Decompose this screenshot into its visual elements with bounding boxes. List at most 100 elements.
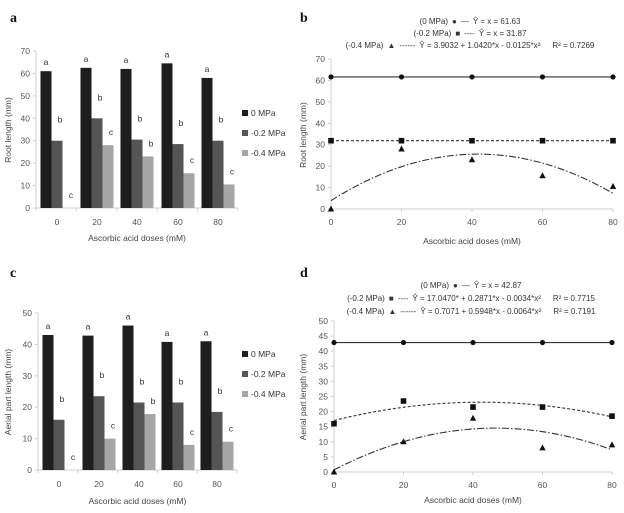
bar xyxy=(142,156,154,208)
series-name: (-0.2 MPa) xyxy=(414,29,452,38)
circle-marker xyxy=(328,74,334,80)
triangle-marker xyxy=(608,441,616,448)
circle-marker xyxy=(609,339,615,346)
bar xyxy=(120,68,132,208)
legend-label: -0.2 MPa xyxy=(251,128,286,138)
bar xyxy=(201,77,213,209)
series-name: (0 MPa) xyxy=(420,17,449,26)
bar xyxy=(172,402,184,470)
bar xyxy=(222,441,234,470)
series-name: (-0.4 MPa) xyxy=(347,307,385,316)
x-tick-label: 60 xyxy=(538,480,548,490)
significance-letter: b xyxy=(60,394,65,404)
square-legend-icon: ■ xyxy=(455,29,460,38)
x-tick-label: 80 xyxy=(212,479,222,489)
y-tick-label: 50 xyxy=(21,91,31,101)
square-marker xyxy=(328,137,334,144)
panel-label: d xyxy=(300,266,308,281)
y-tick-label: 30 xyxy=(319,376,329,386)
x-tick-label: 0 xyxy=(57,479,62,489)
bar-chart-c: c 0 10 20 30 40 50 Aerial part length (mm) 0 a b c 2… xyxy=(3,266,286,506)
significance-letter: b xyxy=(58,115,63,125)
bar xyxy=(183,173,195,208)
square-marker xyxy=(539,404,546,410)
triangle-marker xyxy=(539,172,546,179)
panel-label: a xyxy=(10,11,17,26)
equation-text: Ŷ = x = 42.87 xyxy=(474,281,522,290)
fit-line xyxy=(330,153,614,202)
legend-label: 0 MPa xyxy=(251,349,276,359)
equation-text: Ŷ = 17.0470* + 0.2871*x - 0.0034*x² xyxy=(412,294,541,303)
square-marker xyxy=(610,137,616,144)
square-marker xyxy=(539,137,546,144)
circle-marker xyxy=(469,74,475,80)
significance-letter: b xyxy=(98,92,103,102)
bar xyxy=(183,444,195,470)
y-axis-title: Aerial part length (mm) xyxy=(298,354,308,441)
bar xyxy=(133,402,145,470)
equation-text: Ŷ = 0.7071 + 0.5948*x - 0.0064*x² xyxy=(420,307,541,316)
x-tick-label: 60 xyxy=(538,217,548,227)
square-marker xyxy=(469,137,475,144)
x-tick-label: 40 xyxy=(134,479,144,489)
series-name: (-0.4 MPa) xyxy=(346,41,384,50)
y-tick-label: 60 xyxy=(21,68,31,78)
bar xyxy=(172,144,184,208)
significance-letter: b xyxy=(149,138,154,148)
significance-letter: b xyxy=(138,114,143,124)
equation-text: Ŷ = x = 31.87 xyxy=(479,29,527,38)
bar xyxy=(200,341,212,470)
x-tick-label: 80 xyxy=(608,217,618,227)
panel-label: c xyxy=(10,266,16,281)
circle-legend-icon: ● xyxy=(452,17,457,26)
x-tick-label: 80 xyxy=(213,217,223,227)
y-tick-label: 30 xyxy=(316,140,326,150)
bar xyxy=(102,145,114,208)
bar xyxy=(161,341,173,470)
equation-legend: (-0.4 MPa) ▲ ------ Ŷ = 0.7071 + 0.5948*x -… xyxy=(347,307,596,316)
bar xyxy=(122,325,134,470)
equation-text: Ŷ = x = 61.63 xyxy=(473,17,521,26)
scatter-chart-d: d 0 5 10 15 20 25 30 35 40 45 50 Aerial part length … xyxy=(298,266,617,505)
fit-line xyxy=(333,427,613,471)
y-tick-label: 0 xyxy=(320,204,325,214)
y-tick-label: 45 xyxy=(319,331,329,341)
y-tick-label: 40 xyxy=(319,346,329,356)
equation-text: Ŷ = 3.9032 + 1.0420*x - 0.0125*x² xyxy=(419,41,540,50)
bar xyxy=(161,63,173,209)
square-marker xyxy=(398,137,405,144)
triangle-marker xyxy=(330,468,338,475)
y-tick-label: 0 xyxy=(27,465,32,475)
bar xyxy=(51,140,63,208)
equation-legend: (-0.2 MPa) ■ ---- Ŷ = 17.0470* + 0.2871*x -… xyxy=(347,294,595,303)
significance-letter: b xyxy=(140,376,145,386)
legend-label: -0.4 MPa xyxy=(251,148,286,158)
y-tick-label: 50 xyxy=(319,316,329,326)
y-tick-label: 40 xyxy=(316,118,326,128)
bar xyxy=(40,71,52,208)
y-axis-title: Root length (mm) xyxy=(3,97,13,163)
legend-swatch xyxy=(242,130,248,136)
significance-letter: b xyxy=(179,118,184,128)
y-tick-label: 70 xyxy=(21,46,31,56)
y-tick-label: 20 xyxy=(23,402,33,412)
dashed-line-legend-icon: ---- xyxy=(464,29,475,38)
triangle-marker xyxy=(400,438,407,445)
significance-letter: b xyxy=(219,115,224,125)
legend-swatch xyxy=(242,351,248,357)
significance-letter: a xyxy=(126,312,131,322)
x-tick-label: 20 xyxy=(94,479,104,489)
x-tick-label: 60 xyxy=(173,479,183,489)
x-tick-label: 60 xyxy=(173,217,183,227)
triangle-marker xyxy=(327,205,335,212)
x-tick-label: 0 xyxy=(332,480,337,490)
x-tick-label: 0 xyxy=(329,217,334,227)
y-tick-label: 25 xyxy=(319,392,329,402)
significance-letter: a xyxy=(165,49,170,59)
significance-letter: b xyxy=(218,386,223,396)
y-tick-label: 5 xyxy=(323,452,328,462)
legend-swatch xyxy=(242,110,248,116)
significance-letter: c xyxy=(230,166,235,176)
y-tick-label: 0 xyxy=(323,467,328,477)
r-squared: R² = 0.7269 xyxy=(552,41,595,50)
